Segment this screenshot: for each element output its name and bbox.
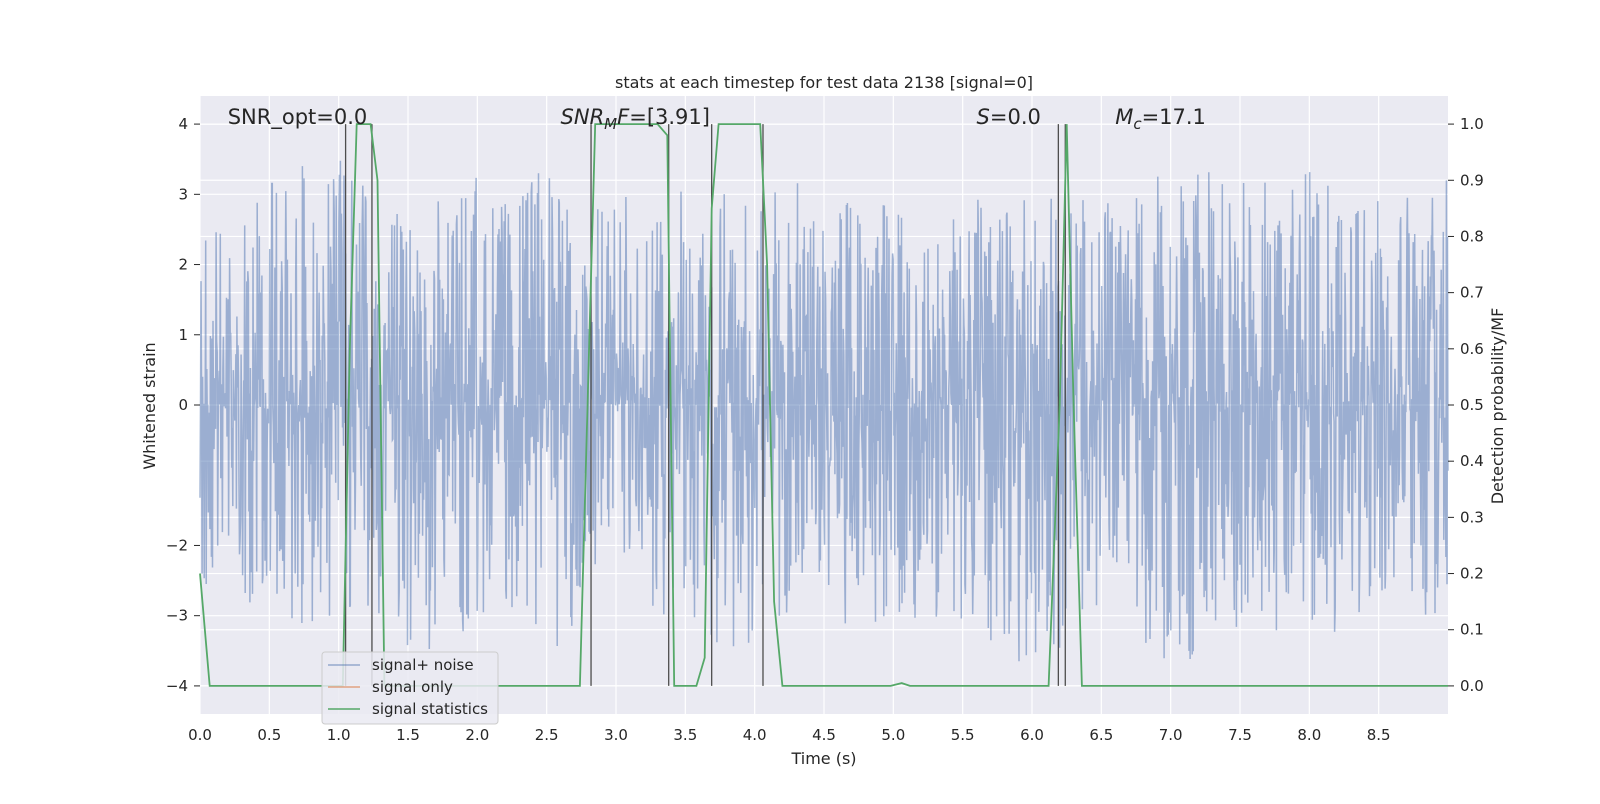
y2-tick-label: 0.2 xyxy=(1460,565,1484,583)
y2-tick-label: 0.1 xyxy=(1460,621,1484,639)
signal-statistics-series xyxy=(199,123,1448,687)
legend-label-signal-statistics: signal statistics xyxy=(372,700,488,718)
y2-tick-label: 0.5 xyxy=(1460,396,1484,414)
y2-tick-label: 1.0 xyxy=(1460,115,1484,133)
x-tick-label: 6.5 xyxy=(1089,726,1113,744)
noise-series xyxy=(199,160,1449,662)
x-axis-ticks: 0.0 0.5 1.0 1.5 2.0 2.5 3.0 3.5 4.0 4.5 5.0 5.5 6.0 6… xyxy=(188,726,1391,744)
y-tick-label: 2 xyxy=(178,256,188,274)
y2-tick-label: 0.6 xyxy=(1460,340,1484,358)
y-tick-label: −4 xyxy=(166,677,188,695)
annotation-snr_opt: SNR_opt=0.0 xyxy=(228,105,368,130)
x-tick-label: 7.0 xyxy=(1159,726,1183,744)
y2-axis-ticks: 1.0 0.9 0.8 0.7 0.6 0.5 0.4 0.3 0.2 0.1 0.0 xyxy=(1448,115,1484,695)
legend: signal+ noise signal only signal statist… xyxy=(321,651,499,725)
y2-tick-label: 0.0 xyxy=(1460,677,1484,695)
y-axis-ticks: 4 3 2 1 0 −2 −3 −4 xyxy=(166,115,200,695)
y2-tick-label: 0.7 xyxy=(1460,284,1484,302)
y-tick-label: −3 xyxy=(166,607,188,625)
chart-title: stats at each timestep for test data 213… xyxy=(615,73,1033,92)
y-tick-label: 0 xyxy=(178,396,188,414)
legend-label-signal-noise: signal+ noise xyxy=(372,656,474,674)
annotation-s: S=0.0 xyxy=(977,105,1041,129)
y-tick-label: 1 xyxy=(178,326,188,344)
x-tick-label: 1.0 xyxy=(327,726,351,744)
x-tick-label: 0.0 xyxy=(188,726,212,744)
x-tick-label: 8.0 xyxy=(1297,726,1321,744)
x-tick-label: 3.5 xyxy=(673,726,697,744)
x-tick-label: 0.5 xyxy=(257,726,281,744)
annotation-snr_mf: SNRMF=[3.91] xyxy=(561,105,710,133)
y-tick-label: −2 xyxy=(166,536,188,554)
y2-tick-label: 0.9 xyxy=(1460,171,1484,189)
y-tick-label: 3 xyxy=(178,185,188,203)
x-tick-label: 6.0 xyxy=(1020,726,1044,744)
y2-tick-label: 0.8 xyxy=(1460,227,1484,245)
x-tick-label: 2.5 xyxy=(535,726,559,744)
x-tick-label: 5.5 xyxy=(951,726,975,744)
y2-axis-label: Detection probability/MF xyxy=(1488,308,1507,505)
y2-tick-label: 0.3 xyxy=(1460,508,1484,526)
x-tick-label: 7.5 xyxy=(1228,726,1252,744)
signal-statistics-line xyxy=(199,123,1448,687)
x-tick-label: 4.5 xyxy=(812,726,836,744)
x-tick-label: 5.0 xyxy=(881,726,905,744)
legend-label-signal-only: signal only xyxy=(372,678,453,696)
x-tick-label: 8.5 xyxy=(1367,726,1391,744)
y-axis-label: Whitened strain xyxy=(140,342,159,469)
signal-noise-line xyxy=(199,160,1449,662)
x-tick-label: 1.5 xyxy=(396,726,420,744)
x-tick-label: 4.0 xyxy=(743,726,767,744)
y-tick-label: 4 xyxy=(178,115,188,133)
legend-box xyxy=(321,651,499,725)
annotations: SNR_opt=0.0 SNRMF=[3.91] S=0.0 Mc=17.1 xyxy=(228,105,1206,133)
x-axis-label: Time (s) xyxy=(790,749,856,768)
x-tick-label: 3.0 xyxy=(604,726,628,744)
y2-tick-label: 0.4 xyxy=(1460,452,1484,470)
annotation-mc: Mc=17.1 xyxy=(1115,105,1206,133)
x-tick-label: 2.0 xyxy=(465,726,489,744)
